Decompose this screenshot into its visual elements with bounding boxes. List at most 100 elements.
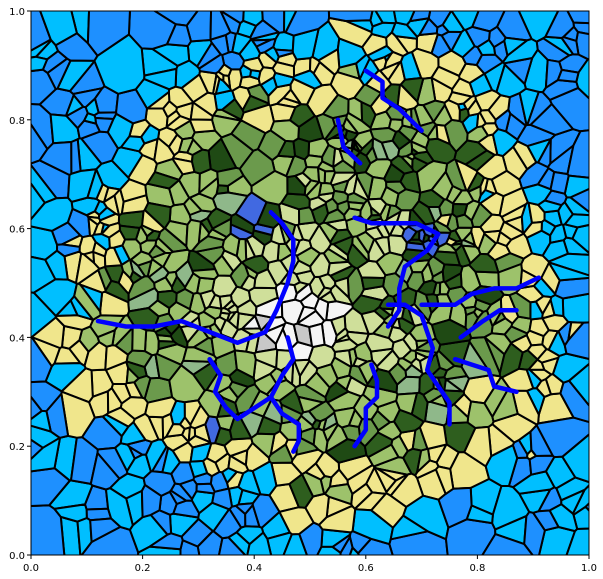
map-cell [213,316,227,333]
map-cell [498,342,524,379]
map-cell [233,349,257,379]
map-cell [221,232,241,257]
map-cell [168,489,188,505]
map-cell [430,33,452,59]
map-cell [73,282,102,321]
map-cell [447,91,473,106]
map-cell [222,299,236,311]
x-tick-label: 0.0 [23,563,39,574]
map-cell [508,291,532,320]
map-cell [39,11,78,47]
map-cell [140,484,163,519]
map-cell [41,50,69,74]
river-line [352,215,441,329]
map-cell [212,254,235,277]
map-cell [53,503,88,523]
map-cell [31,380,63,413]
map-cell [294,171,312,189]
y-tick-label: 1.0 [9,7,25,18]
map-cell [329,228,353,246]
map-cell [392,11,416,26]
map-cell [405,241,427,253]
map-cell [96,329,116,348]
map-cell [255,37,277,55]
map-cell [113,188,125,217]
map-cell [399,77,425,103]
map-cell [154,237,174,254]
map-cell [451,239,463,246]
map-cell [575,31,589,61]
map-cell [389,472,425,508]
map-cell [317,166,327,185]
map-cell [463,305,478,317]
map-cell [97,265,113,292]
map-cell [125,366,140,385]
map-cell [355,171,374,200]
map-cell [308,322,326,348]
map-cell [106,112,134,150]
map-cell [370,492,408,529]
y-tick-label: 0.4 [9,333,25,344]
map-cell [556,68,580,83]
map-cell [561,433,589,484]
map-cell [297,395,325,414]
map-cell [229,412,253,441]
map-cell [475,153,508,181]
map-cell [65,94,85,117]
map-cell [330,314,347,337]
map-cell [484,444,519,487]
map-cell [475,53,504,75]
x-tick-label: 0.6 [358,563,374,574]
map-cell [222,74,232,90]
map-cell [435,213,452,228]
map-cell [432,250,461,267]
map-cell [327,11,374,22]
map-cell [481,533,534,555]
map-cell [257,66,277,86]
river-line [419,275,542,308]
map-cell [435,349,456,372]
map-cell [196,41,222,70]
map-cell [404,364,424,379]
map-cell [161,412,175,440]
y-tick-label: 0.0 [9,551,25,562]
map-cell [391,130,412,151]
map-cell [308,400,336,423]
map-cell [148,532,184,551]
map-cell [467,98,483,117]
river-line [352,362,380,449]
map-cell [127,275,156,302]
map-cell [333,406,356,429]
map-cell [512,140,538,171]
map-cell [221,467,238,484]
map-cell [563,321,589,360]
map-cell [31,467,71,507]
map-cell [56,243,81,258]
river-line [458,307,519,340]
map-cell [540,356,560,376]
map-cell [331,533,352,554]
map-cell [189,442,213,463]
map-cell [187,425,197,442]
map-cell [183,399,202,426]
map-cell [537,199,563,214]
map-cell [451,203,469,218]
map-cell [89,452,121,491]
map-cell [110,383,132,405]
voronoi-cells [31,11,589,555]
map-cell [185,11,213,43]
map-cell [549,171,570,195]
map-cell [324,483,354,506]
map-cell [495,63,527,99]
map-cell [212,74,221,96]
y-tick-label: 0.8 [9,116,25,127]
map-cell [461,244,482,265]
map-cell [140,224,155,238]
map-cell [376,222,391,239]
map-cell [411,156,429,174]
map-cell [406,271,425,293]
map-cell [541,314,570,333]
x-tick-label: 1.0 [581,563,597,574]
map-cell [31,316,66,349]
map-cell [434,465,455,495]
